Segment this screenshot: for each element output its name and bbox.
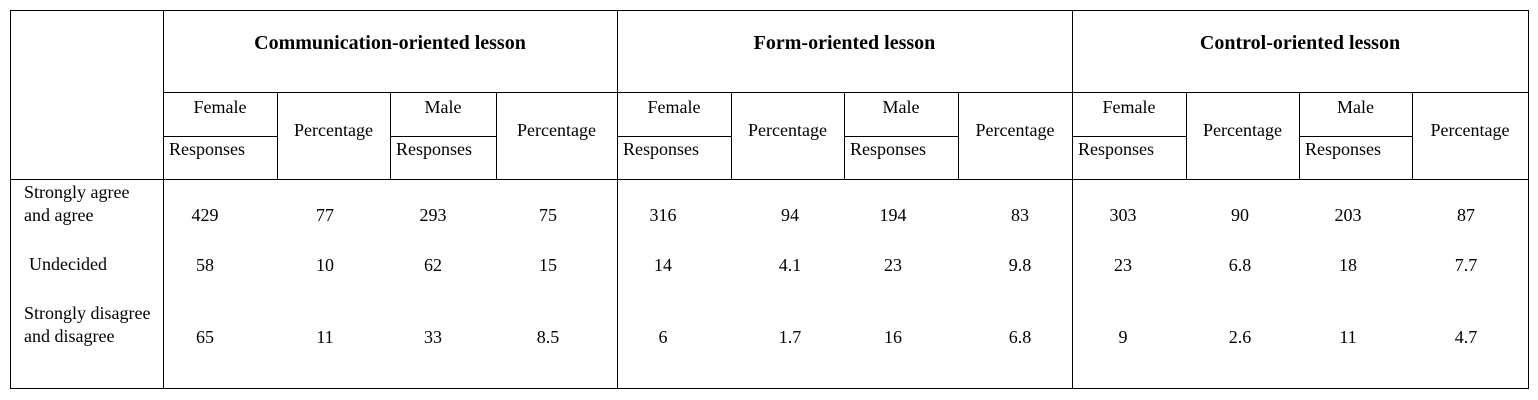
row-label: Undecided [29, 254, 107, 274]
subheader: Female [647, 97, 701, 117]
cell-value: 94 [781, 205, 799, 225]
cell-value: 11 [316, 327, 334, 347]
subheader: Responses [623, 139, 699, 159]
group-header: Form-oriented lesson [753, 32, 936, 54]
subheader: Responses [1078, 139, 1154, 159]
subheader: Female [1102, 97, 1156, 117]
border [390, 136, 497, 137]
border [1072, 10, 1073, 389]
cell-value: 90 [1231, 205, 1249, 225]
cell-value: 194 [879, 205, 907, 225]
cell-value: 11 [1339, 327, 1357, 347]
border [10, 10, 11, 389]
cell-value: 23 [1114, 255, 1132, 275]
cell-value: 6 [658, 327, 668, 347]
border [1528, 10, 1529, 389]
cell-value: 87 [1457, 205, 1475, 225]
subheader: Male [1337, 97, 1374, 117]
border [1299, 136, 1413, 137]
cell-value: 23 [884, 255, 902, 275]
cell-value: 7.7 [1454, 255, 1478, 275]
cell-value: 316 [649, 205, 677, 225]
cell-value: 1.7 [778, 327, 802, 347]
cell-value: 9 [1118, 327, 1128, 347]
subheader: Responses [1305, 139, 1381, 159]
subheader: Percentage [517, 120, 596, 140]
subheader: Responses [850, 139, 926, 159]
cell-value: 58 [196, 255, 214, 275]
subheader: Percentage [1430, 120, 1510, 140]
cell-value: 18 [1339, 255, 1357, 275]
subheader: Responses [396, 139, 472, 159]
border [10, 179, 1529, 180]
cell-value: 33 [424, 327, 442, 347]
cell-value: 77 [316, 205, 334, 225]
row-label: Strongly agree and agree [24, 182, 130, 225]
cell-value: 293 [419, 205, 447, 225]
cell-value: 203 [1334, 205, 1362, 225]
border [617, 136, 732, 137]
subheader: Male [882, 97, 920, 117]
group-header: Control-oriented lesson [1199, 32, 1401, 54]
cell-value: 2.6 [1228, 327, 1252, 347]
border [163, 92, 1529, 93]
cell-value: 15 [539, 255, 557, 275]
group-header: Communication-oriented lesson [254, 32, 526, 54]
subheader: Percentage [1203, 120, 1282, 140]
cell-value: 6.8 [1008, 327, 1032, 347]
cell-value: 10 [316, 255, 334, 275]
subheader: Percentage [294, 120, 373, 140]
subheader: Responses [169, 139, 245, 159]
border [10, 10, 1529, 11]
cell-value: 65 [196, 327, 214, 347]
cell-value: 4.7 [1454, 327, 1478, 347]
cell-value: 9.8 [1008, 255, 1032, 275]
subheader: Female [193, 97, 247, 117]
cell-value: 429 [191, 205, 219, 225]
border [163, 10, 164, 389]
row-label: Strongly disagree and disagree [24, 303, 151, 346]
border [844, 136, 959, 137]
cell-value: 62 [424, 255, 442, 275]
cell-value: 6.8 [1228, 255, 1252, 275]
border [163, 136, 278, 137]
subheader: Male [424, 97, 462, 117]
cell-value: 4.1 [778, 255, 802, 275]
border [1072, 136, 1187, 137]
cell-value: 8.5 [536, 327, 560, 347]
cell-value: 303 [1109, 205, 1137, 225]
subheader: Percentage [975, 120, 1055, 140]
cell-value: 14 [654, 255, 672, 275]
border [10, 388, 1529, 389]
border [617, 10, 618, 389]
cell-value: 83 [1011, 205, 1029, 225]
subheader: Percentage [748, 120, 827, 140]
cell-value: 75 [539, 205, 557, 225]
cell-value: 16 [884, 327, 902, 347]
